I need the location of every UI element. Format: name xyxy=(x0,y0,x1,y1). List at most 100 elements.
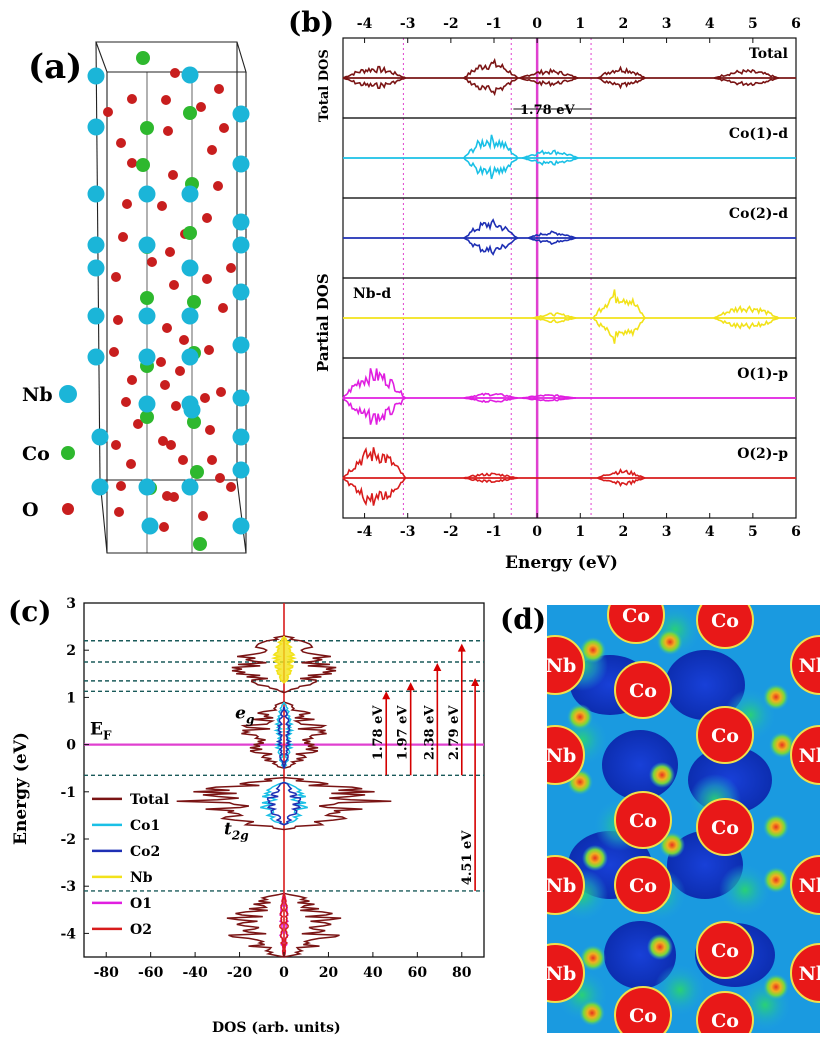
dos-curve-up xyxy=(463,218,519,239)
density-halo xyxy=(719,864,771,916)
co-atom xyxy=(136,158,150,172)
nb-atom-label: Nb xyxy=(546,963,577,985)
nb-atom-disc xyxy=(547,943,585,1003)
dos-curve-up xyxy=(592,289,646,319)
co-atom-disc xyxy=(696,605,754,649)
o-atom xyxy=(202,274,212,284)
o-atom xyxy=(127,94,137,104)
dos-curve-right xyxy=(283,893,289,958)
nb-atom xyxy=(181,185,199,203)
nb-atom-label: Nb xyxy=(546,745,577,767)
nb-atom-label: Nb xyxy=(799,875,830,897)
o-atom xyxy=(126,459,136,469)
co-atom xyxy=(187,295,201,309)
legend-nb-text: Nb xyxy=(22,384,53,406)
o-atom xyxy=(121,397,131,407)
top-tick-label: 3 xyxy=(662,16,672,32)
x-tick-label: 80 xyxy=(452,965,472,981)
nb-atom xyxy=(181,66,199,84)
nb-atom xyxy=(232,389,250,407)
dos-curve-up xyxy=(528,230,577,239)
low-density-region xyxy=(665,650,745,720)
panel-b-xlabel: Energy (eV) xyxy=(505,553,618,573)
dos-curve-down xyxy=(463,77,519,97)
legend-co-sphere xyxy=(61,446,75,460)
co-atom-disc xyxy=(696,798,754,856)
panel-b-ticks: -4 -4 -3 -3 -2 -2 -1 -1 0 0 1 1 2 2 3 3 4 4 5 5 6 6 xyxy=(357,16,801,540)
co-atom-label: Co xyxy=(711,725,739,747)
nb-atom xyxy=(87,307,105,325)
y-tick-label: 0 xyxy=(66,738,76,754)
nb-atom xyxy=(138,348,156,366)
o-atom xyxy=(202,213,212,223)
oxygen-hotspot xyxy=(567,704,593,730)
nb-atom xyxy=(138,185,156,203)
o-atom xyxy=(168,170,178,180)
dos-curve-up xyxy=(521,394,577,399)
nb-atom-label: Nb xyxy=(799,963,830,985)
dos-curve-down xyxy=(463,397,518,403)
dos-curve-down xyxy=(519,77,579,88)
nb-atom xyxy=(87,118,105,136)
gap-annotation: 1.78 eV xyxy=(520,103,575,118)
panel-b-dos-chart: (b) Total DOS Partial DOS Total Co(1)-d Co… xyxy=(288,6,801,573)
x-tick-label: 20 xyxy=(319,965,339,981)
o-atom xyxy=(133,419,143,429)
o-atom xyxy=(166,440,176,450)
dos-curve-right xyxy=(283,781,308,826)
t2g-label: t2g xyxy=(224,819,249,842)
dos-curve-left xyxy=(260,781,285,826)
bottom-tick-label: -2 xyxy=(443,524,459,540)
dos-curve-down xyxy=(713,77,779,87)
y-tick-label: -4 xyxy=(60,926,76,942)
co-atom-disc xyxy=(607,605,665,644)
eg-main: e xyxy=(235,704,246,724)
dos-curve-right xyxy=(283,781,302,826)
dos-curve-up xyxy=(342,368,407,399)
o-atom xyxy=(205,425,215,435)
nb-atom-label: Nb xyxy=(546,875,577,897)
dos-curve-down xyxy=(342,477,407,507)
o-atom xyxy=(215,473,225,483)
dos-curve-down xyxy=(463,237,519,256)
dos-curve-up xyxy=(463,57,519,79)
dos-curve-down xyxy=(463,477,518,484)
o-atom xyxy=(204,345,214,355)
nb-atom xyxy=(138,307,156,325)
panel-d-content: Co Co Co Co Co Co Co Co Co Co Nb Nb Nb Nb Nb Nb Nb Nb xyxy=(546,605,830,1033)
legend-label: O2 xyxy=(130,922,152,938)
dos-curve-down xyxy=(528,237,577,245)
o-atom xyxy=(157,201,167,211)
o-atom xyxy=(216,387,226,397)
co-atom-label: Co xyxy=(711,1010,739,1032)
top-tick-label: -4 xyxy=(357,16,373,32)
dos-curve-down xyxy=(342,397,407,425)
o-atom xyxy=(207,455,217,465)
x-tick-label: 0 xyxy=(279,965,289,981)
y-tick-label: 2 xyxy=(66,643,76,659)
nb-atom xyxy=(87,236,105,254)
legend-label: Nb xyxy=(130,870,153,886)
top-tick-label: 5 xyxy=(748,16,758,32)
atoms-group xyxy=(87,51,250,551)
ef-main: E xyxy=(90,720,103,740)
dos-curve-up xyxy=(519,67,579,79)
dos-curve-left xyxy=(275,706,285,769)
o-atom xyxy=(163,126,173,136)
nb-atom xyxy=(181,259,199,277)
panel-c-xlabel: DOS (arb. units) xyxy=(212,1020,341,1036)
co-atom-label: Co xyxy=(629,680,657,702)
co-atom-label: Co xyxy=(711,610,739,632)
dos-curve-down xyxy=(592,317,646,344)
co-atom xyxy=(193,537,207,551)
legend-o-sphere xyxy=(62,503,74,515)
o-atom xyxy=(116,138,126,148)
x-tick-label: -80 xyxy=(94,965,120,981)
dos-curve-down xyxy=(597,77,646,90)
panel-d-charge-density-map: (d) Co Co Co Co Co Co Co Co Co Co Nb Nb Nb Nb Nb Nb Nb Nb xyxy=(500,603,830,1033)
legend-nb-sphere xyxy=(59,385,77,403)
dos-curve-right xyxy=(283,635,298,684)
dos-curve-up xyxy=(713,304,780,319)
co-atom xyxy=(140,291,154,305)
dos-curve-down xyxy=(521,397,577,402)
